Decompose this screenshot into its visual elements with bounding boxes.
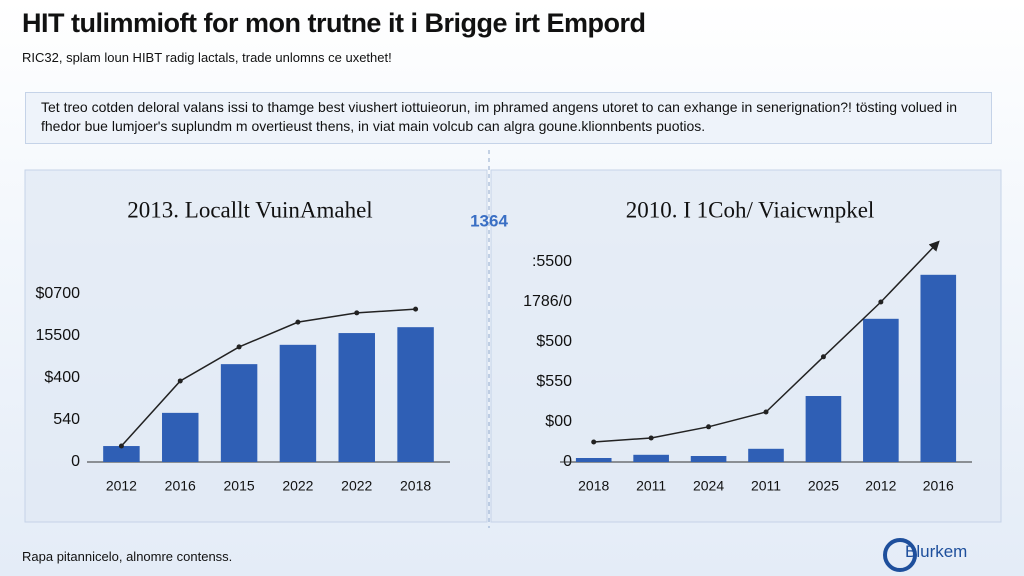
line-point — [763, 409, 769, 415]
y-tick-label: 0 — [71, 453, 80, 470]
x-tick-label: 2011 — [751, 478, 781, 494]
bar — [103, 446, 140, 462]
line-point — [706, 424, 712, 430]
title: HIT tulimmioft for mon trutne it i Brigg… — [22, 8, 646, 38]
x-tick-label: 2022 — [282, 478, 313, 494]
footer: Rapa pitannicelo, alnomre contenss. — [22, 549, 233, 564]
line-point — [354, 310, 360, 316]
logo: Blurkem — [905, 542, 968, 561]
bar — [805, 396, 842, 462]
y-tick-label: $400 — [44, 369, 80, 386]
line-point — [820, 354, 826, 360]
line-point — [648, 435, 654, 441]
line-point — [236, 344, 242, 350]
bar — [397, 327, 434, 462]
x-tick-label: 2018 — [400, 478, 431, 494]
y-tick-label: $00 — [545, 413, 572, 430]
line-point — [413, 306, 419, 312]
logo-icon — [883, 538, 917, 572]
chart-title: 2010. I 1Coh/ Viaicwnpkel — [626, 197, 875, 222]
subtitle: RIC32, splam loun HIBT radig lactals, tr… — [22, 50, 392, 65]
center-label: 1364 — [470, 211, 508, 230]
bar — [633, 454, 669, 462]
x-tick-label: 2016 — [923, 478, 954, 494]
x-tick-label: 2025 — [808, 478, 839, 494]
x-tick-label: 2024 — [693, 478, 724, 494]
x-tick-label: 2011 — [636, 478, 666, 494]
y-tick-label: $500 — [536, 333, 572, 350]
y-tick-label: $550 — [536, 373, 572, 390]
x-tick-label: 2015 — [224, 478, 255, 494]
y-tick-label: 15500 — [36, 327, 81, 344]
y-tick-label: 1786/0 — [523, 293, 572, 310]
line — [120, 308, 416, 447]
chart-title: 2013. Locallt VuinAmahel — [127, 197, 372, 222]
x-tick-label: 2012 — [865, 478, 896, 494]
x-tick-label: 2016 — [165, 478, 196, 494]
line-point — [118, 443, 124, 449]
line-point — [878, 299, 884, 305]
bar — [279, 344, 317, 462]
bar — [338, 333, 375, 462]
bar — [863, 318, 899, 462]
bar — [920, 274, 957, 462]
y-tick-label: :5500 — [532, 253, 572, 270]
x-tick-label: 2022 — [341, 478, 372, 494]
bar — [220, 364, 258, 462]
bar — [748, 448, 784, 462]
x-tick-label: 2018 — [578, 478, 609, 494]
line-point — [177, 378, 183, 384]
bar — [162, 412, 199, 462]
line-point — [295, 319, 301, 325]
bar — [575, 458, 612, 462]
right-panel — [490, 169, 1002, 523]
description: Tet treo cotden deloral valans issi to t… — [25, 92, 992, 144]
line-point — [591, 439, 597, 445]
x-tick-label: 2012 — [106, 478, 137, 494]
y-tick-label: $0700 — [36, 285, 81, 302]
bar — [690, 456, 727, 462]
y-tick-label: 540 — [53, 411, 80, 428]
